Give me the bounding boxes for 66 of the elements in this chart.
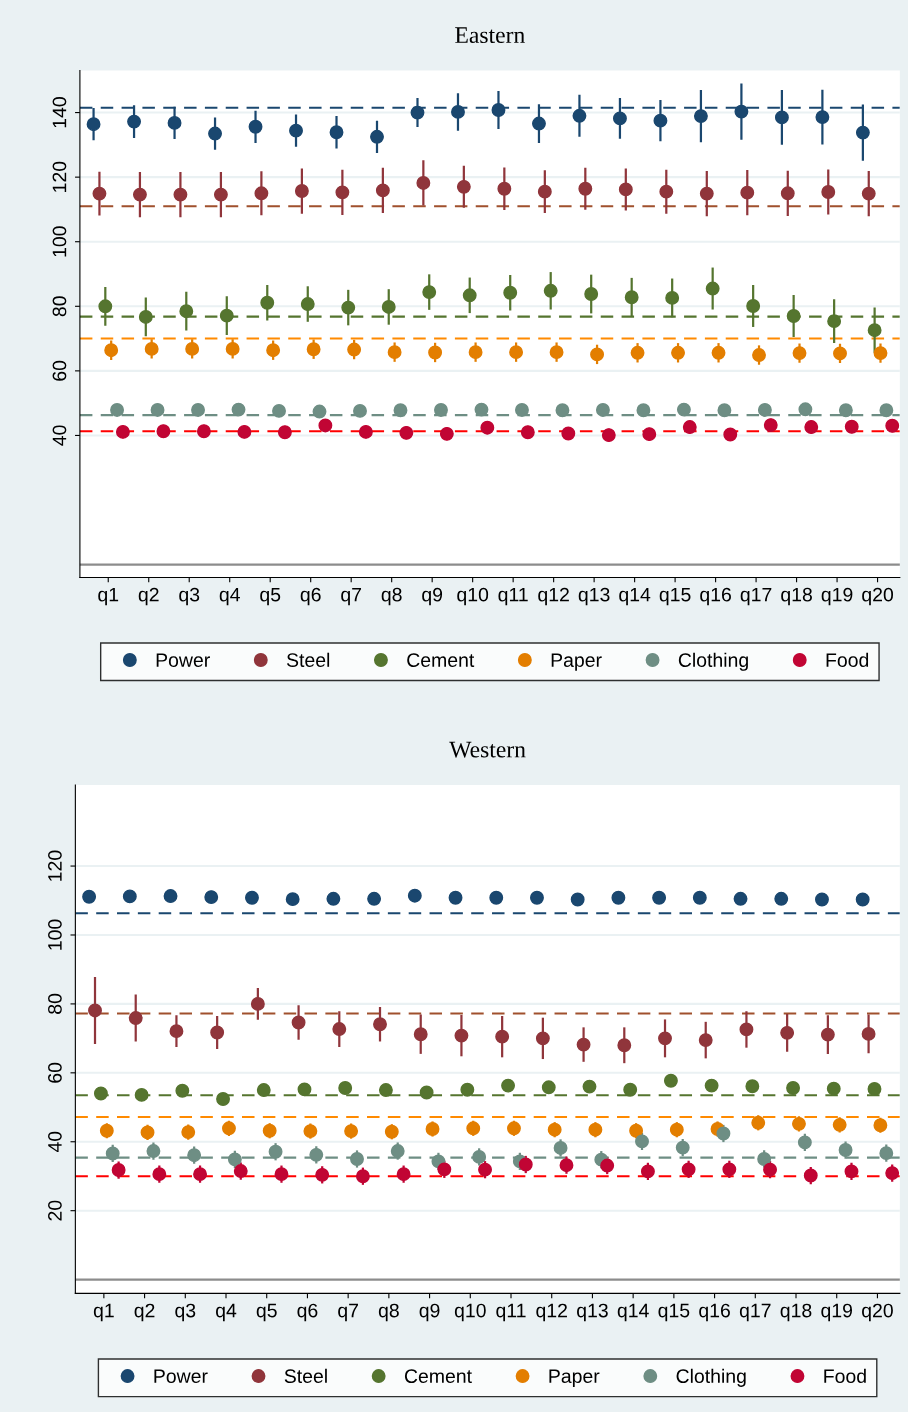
x-tick-label: q13 bbox=[577, 1303, 608, 1322]
x-tick-label: q6 bbox=[300, 587, 321, 606]
x-tick-label: q14 bbox=[619, 587, 651, 606]
y-tick-label: 60 bbox=[48, 1062, 62, 1083]
y-tick-label: 100 bbox=[52, 226, 67, 257]
x-tick-label: q10 bbox=[457, 587, 489, 606]
y-tick-label: 80 bbox=[48, 993, 62, 1014]
legend-label: Clothing bbox=[676, 1368, 746, 1387]
x-tick-label: q14 bbox=[617, 1303, 649, 1322]
x-tick-label: q1 bbox=[93, 1303, 114, 1322]
legend-label: Clothing bbox=[678, 652, 748, 671]
legend-label: Steel bbox=[284, 1368, 327, 1384]
legend-label: Food bbox=[826, 652, 869, 667]
x-tick-label: q19 bbox=[821, 1303, 853, 1322]
chart-title: Eastern bbox=[455, 27, 525, 44]
y-tick-label: 140 bbox=[52, 97, 67, 128]
y-tick-label: 40 bbox=[48, 1131, 62, 1153]
chart-title: Western bbox=[449, 741, 526, 758]
y-tick-label: 100 bbox=[48, 919, 62, 950]
legend-label: Food bbox=[824, 1368, 866, 1384]
legend-label: Power bbox=[154, 1369, 208, 1384]
x-tick-label: q13 bbox=[578, 587, 610, 606]
x-tick-label: q7 bbox=[338, 1303, 358, 1322]
x-tick-label: q1 bbox=[98, 587, 119, 606]
x-tick-label: q11 bbox=[496, 1303, 526, 1322]
y-tick-label: 20 bbox=[48, 1200, 62, 1221]
x-tick-label: q18 bbox=[780, 1303, 812, 1322]
x-tick-label: q17 bbox=[739, 1303, 771, 1322]
x-tick-label: q2 bbox=[138, 587, 159, 606]
y-tick-label: 120 bbox=[52, 161, 67, 192]
x-tick-label: q6 bbox=[297, 1303, 318, 1322]
x-tick-label: q15 bbox=[658, 1303, 690, 1322]
x-tick-label: q18 bbox=[781, 587, 812, 606]
x-tick-label: q15 bbox=[659, 587, 691, 606]
x-tick-label: q5 bbox=[260, 587, 281, 606]
x-tick-label: q16 bbox=[699, 1303, 730, 1322]
legend-label: Paper bbox=[551, 653, 602, 671]
x-tick-label: q17 bbox=[740, 587, 772, 606]
x-tick-label: q10 bbox=[454, 1303, 486, 1322]
legend-label: Cement bbox=[404, 1369, 472, 1384]
y-tick-label: 120 bbox=[48, 850, 62, 881]
x-tick-label: q19 bbox=[821, 587, 853, 606]
y-tick-label: 80 bbox=[52, 296, 67, 317]
x-tick-label: q20 bbox=[862, 1303, 893, 1322]
x-tick-label: q16 bbox=[700, 587, 731, 606]
x-tick-label: q3 bbox=[175, 1303, 196, 1322]
legend-label: Cement bbox=[407, 653, 475, 667]
x-tick-label: q8 bbox=[378, 1303, 399, 1322]
x-tick-label: q20 bbox=[862, 587, 894, 606]
legend-label: Paper bbox=[549, 1369, 600, 1387]
legend-label: Power bbox=[156, 653, 210, 667]
x-tick-label: q9 bbox=[422, 587, 443, 606]
x-tick-label: q3 bbox=[179, 587, 200, 606]
x-tick-label: q12 bbox=[538, 587, 569, 606]
x-tick-label: q12 bbox=[536, 1303, 567, 1322]
y-tick-label: 60 bbox=[52, 360, 67, 381]
x-tick-label: q2 bbox=[134, 1303, 155, 1322]
legend-label: Steel bbox=[286, 652, 330, 667]
x-tick-label: q4 bbox=[216, 1303, 237, 1322]
y-tick-label: 40 bbox=[52, 425, 67, 446]
x-tick-label: q8 bbox=[381, 587, 402, 606]
x-tick-label: q11 bbox=[498, 587, 528, 606]
x-tick-label: q7 bbox=[341, 587, 362, 606]
x-tick-label: q5 bbox=[256, 1303, 277, 1322]
x-tick-label: q9 bbox=[419, 1303, 440, 1322]
x-tick-label: q4 bbox=[219, 587, 240, 606]
